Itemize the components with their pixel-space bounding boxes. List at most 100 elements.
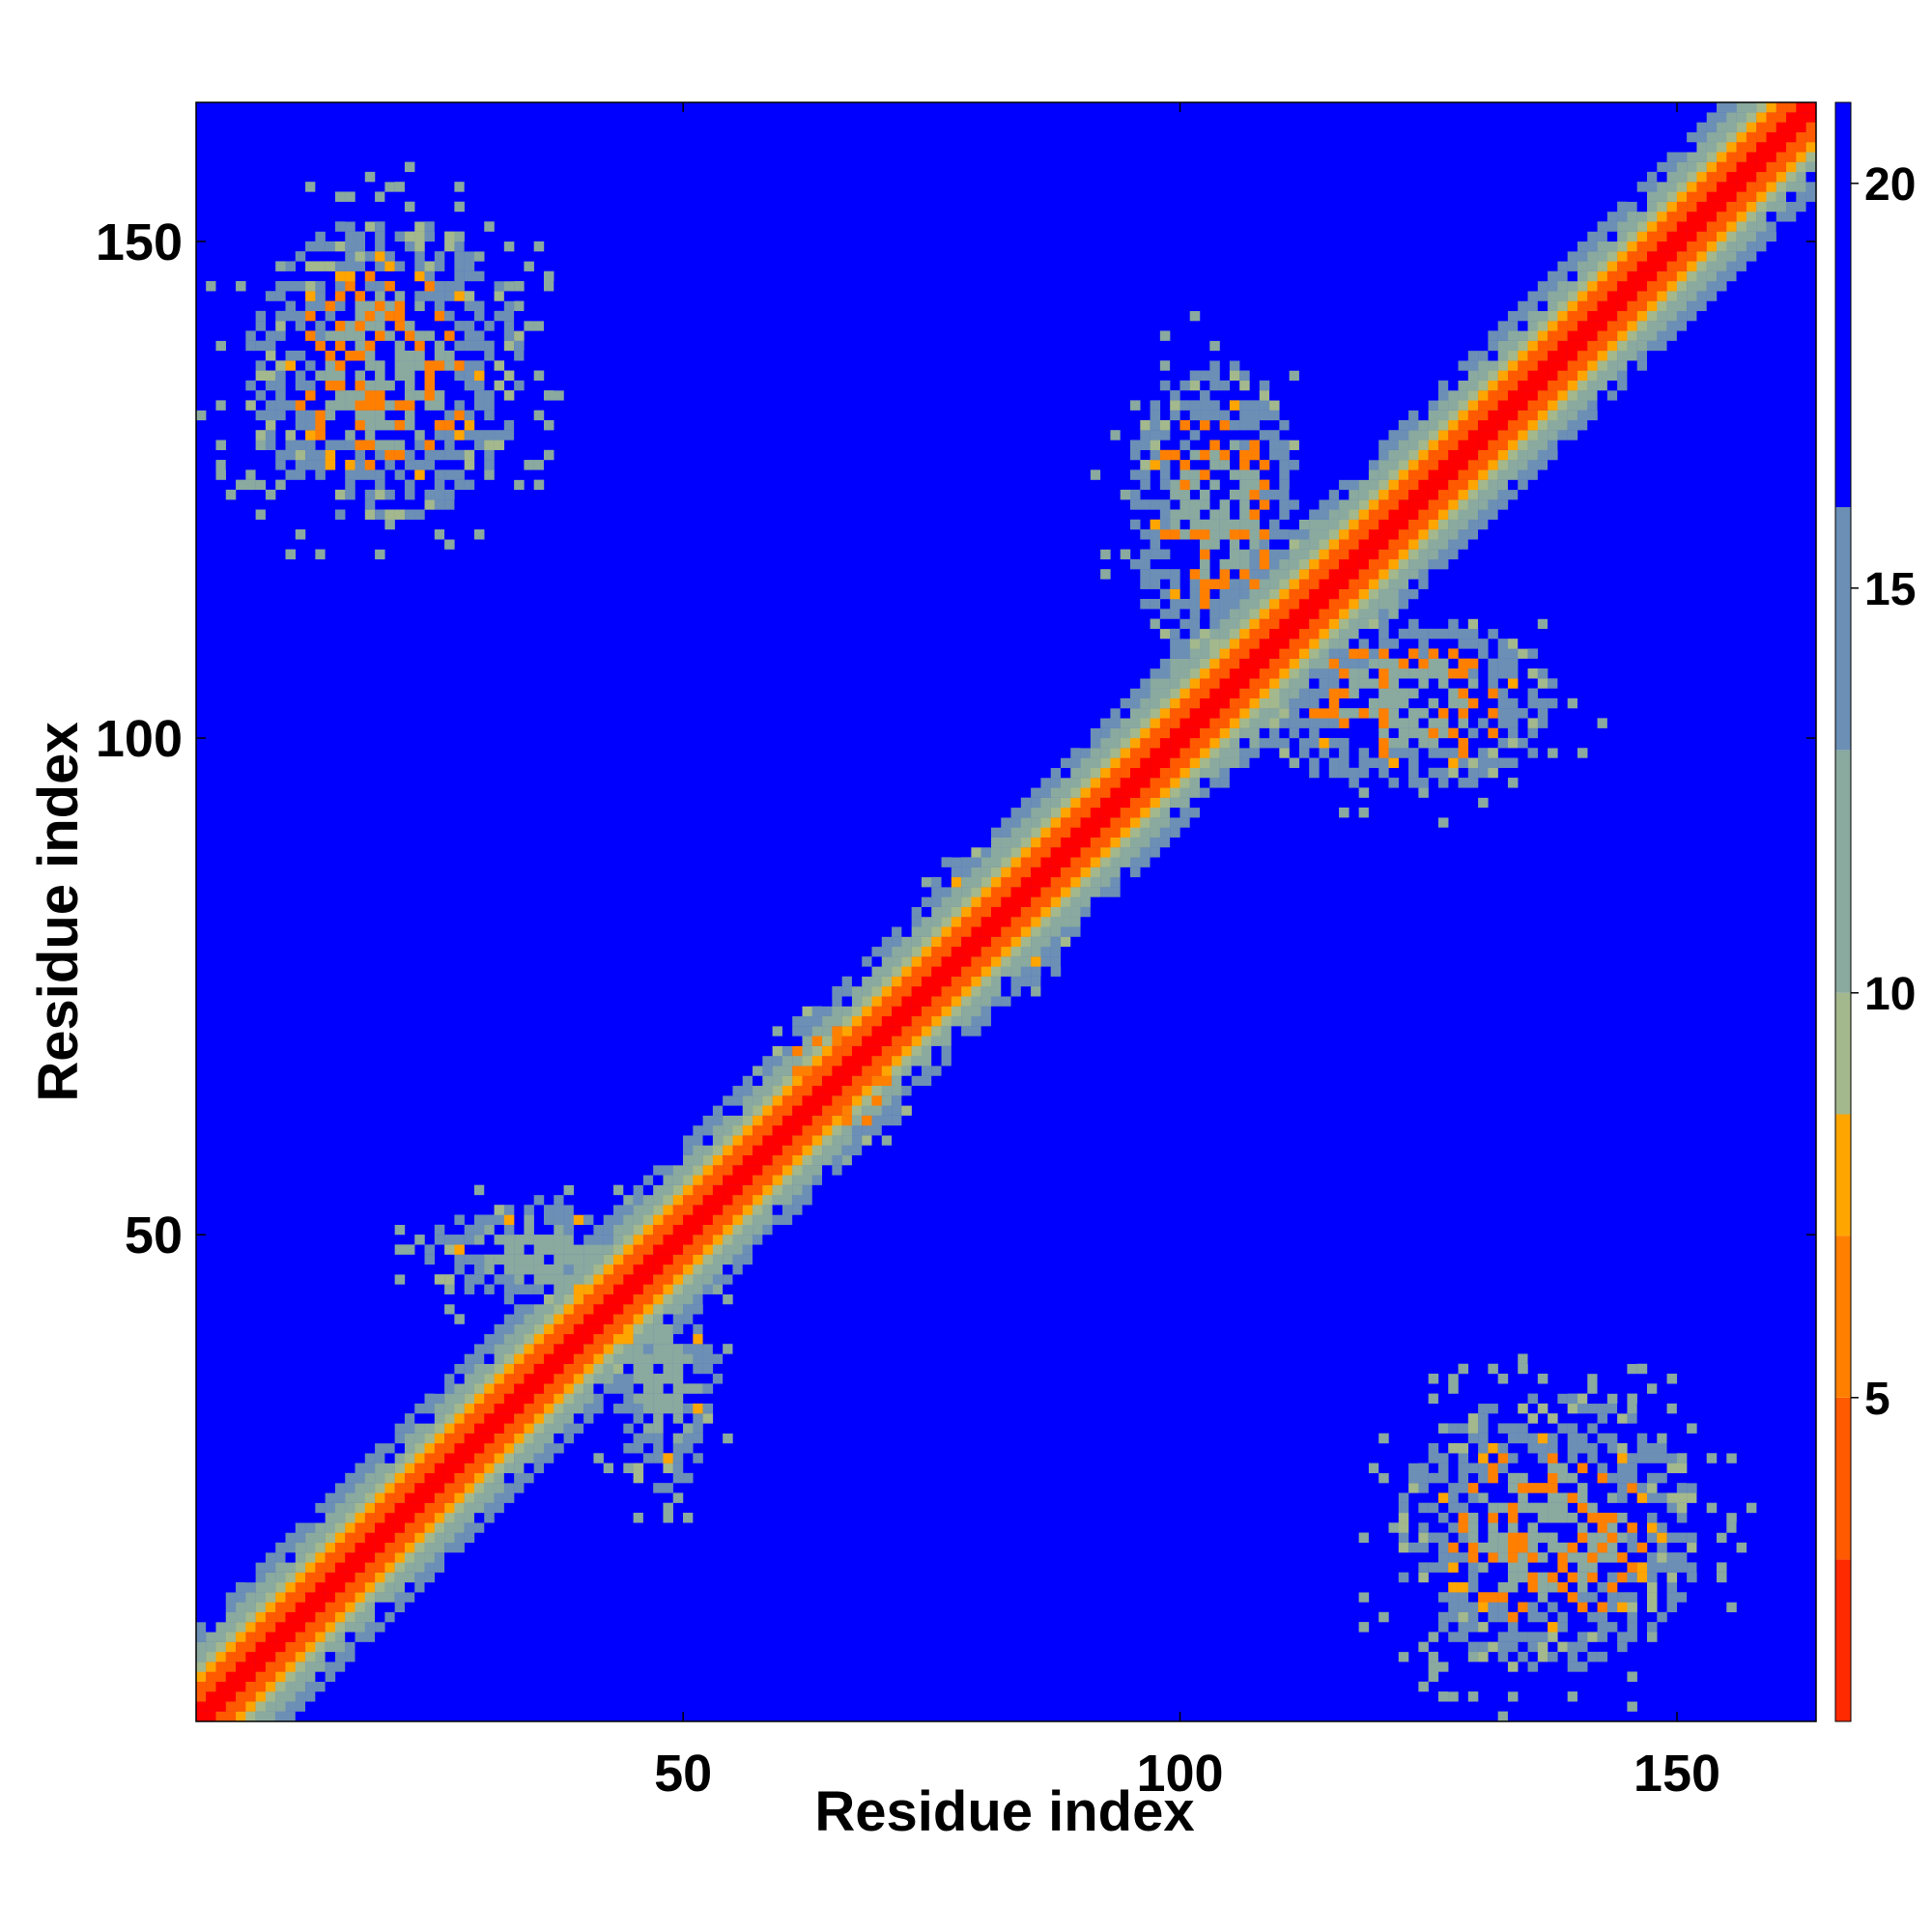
heatmap-cell bbox=[1200, 628, 1210, 639]
heatmap-cell bbox=[255, 1632, 267, 1642]
heatmap-cell bbox=[1488, 1374, 1498, 1384]
heatmap-cell bbox=[315, 1622, 326, 1633]
heatmap-cell bbox=[503, 449, 515, 461]
heatmap-cell bbox=[444, 1393, 455, 1405]
heatmap-cell bbox=[892, 1135, 902, 1146]
heatmap-cell bbox=[1557, 419, 1568, 431]
heatmap-cell bbox=[1358, 609, 1370, 619]
heatmap-cell bbox=[1010, 976, 1022, 987]
heatmap-cell bbox=[543, 1383, 554, 1394]
heatmap-cell bbox=[1378, 618, 1389, 630]
heatmap-cell bbox=[1001, 996, 1011, 1007]
heatmap-cell bbox=[364, 1611, 376, 1623]
heatmap-cell bbox=[1239, 380, 1250, 391]
heatmap-cell bbox=[1150, 400, 1161, 411]
heatmap-cell bbox=[1170, 688, 1180, 699]
heatmap-cell bbox=[1349, 460, 1359, 470]
heatmap-cell bbox=[265, 419, 276, 431]
heatmap-cell bbox=[1557, 380, 1568, 391]
heatmap-cell bbox=[1229, 748, 1240, 758]
heatmap-cell bbox=[911, 996, 923, 1007]
heatmap-cell bbox=[1140, 330, 1151, 341]
heatmap-cell bbox=[514, 1333, 525, 1345]
heatmap-cell bbox=[971, 857, 981, 867]
heatmap-cell bbox=[1060, 748, 1071, 758]
heatmap-cell bbox=[375, 469, 385, 480]
heatmap-cell bbox=[1507, 270, 1519, 282]
heatmap-cell bbox=[225, 1662, 237, 1672]
heatmap-cell bbox=[325, 330, 336, 341]
heatmap-cell bbox=[1319, 599, 1329, 610]
heatmap-cell bbox=[236, 1681, 246, 1692]
heatmap-cell bbox=[653, 1423, 664, 1434]
heatmap-cell bbox=[1378, 727, 1389, 739]
heatmap-cell bbox=[1229, 778, 1240, 788]
heatmap-cell bbox=[1467, 1532, 1479, 1544]
heatmap-cell bbox=[255, 1611, 267, 1623]
heatmap-cell bbox=[1269, 430, 1280, 440]
heatmap-cell bbox=[1159, 748, 1171, 758]
heatmap-cell bbox=[1478, 1592, 1489, 1603]
heatmap-cell bbox=[524, 1423, 534, 1434]
heatmap-cell bbox=[1478, 1433, 1489, 1444]
heatmap-cell bbox=[514, 1463, 525, 1474]
heatmap-cell bbox=[1518, 400, 1528, 411]
heatmap-cell bbox=[454, 251, 465, 262]
heatmap-cell bbox=[195, 400, 207, 411]
heatmap-cell bbox=[683, 1224, 694, 1236]
heatmap-cell bbox=[543, 1175, 554, 1185]
heatmap-cell bbox=[1279, 668, 1290, 679]
heatmap-cell bbox=[464, 221, 475, 232]
heatmap-cell bbox=[473, 1502, 485, 1514]
heatmap-cell bbox=[1140, 718, 1151, 728]
heatmap-cell bbox=[1408, 440, 1419, 450]
heatmap-cell bbox=[822, 1036, 833, 1046]
heatmap-cell bbox=[862, 1075, 872, 1087]
heatmap-cell bbox=[1467, 757, 1479, 769]
heatmap-cell bbox=[1448, 648, 1459, 659]
heatmap-cell bbox=[434, 1423, 445, 1434]
heatmap-cell bbox=[841, 1075, 853, 1087]
heatmap-cell bbox=[503, 1403, 515, 1414]
heatmap-cell bbox=[325, 300, 336, 312]
heatmap-cell bbox=[1428, 648, 1439, 659]
heatmap-cell bbox=[732, 1175, 743, 1185]
heatmap-cell bbox=[345, 400, 355, 411]
heatmap-cell bbox=[1298, 519, 1310, 530]
heatmap-cell bbox=[434, 1532, 445, 1544]
heatmap-cell bbox=[384, 419, 395, 431]
heatmap-cell bbox=[1557, 410, 1568, 421]
heatmap-cell bbox=[712, 1065, 724, 1076]
heatmap-cell bbox=[355, 1472, 365, 1484]
heatmap-cell bbox=[355, 291, 365, 301]
heatmap-cell bbox=[693, 1165, 703, 1176]
heatmap-cell bbox=[334, 400, 346, 411]
heatmap-cell bbox=[394, 161, 406, 173]
heatmap-cell bbox=[524, 1344, 534, 1354]
heatmap-cell bbox=[881, 936, 893, 948]
heatmap-cell bbox=[1339, 787, 1350, 798]
heatmap-cell bbox=[364, 310, 376, 322]
heatmap-cell bbox=[753, 1194, 763, 1206]
heatmap-cell bbox=[1189, 737, 1201, 749]
heatmap-cell bbox=[781, 1055, 793, 1066]
heatmap-cell bbox=[653, 1224, 664, 1236]
heatmap-cell bbox=[921, 857, 932, 867]
heatmap-cell bbox=[1040, 787, 1051, 798]
heatmap-cell bbox=[781, 1145, 793, 1156]
heatmap-cell bbox=[1358, 618, 1370, 630]
heatmap-cell bbox=[484, 1383, 495, 1394]
heatmap-cell bbox=[364, 1602, 376, 1612]
heatmap-cell bbox=[1010, 867, 1022, 878]
heatmap-cell bbox=[1239, 460, 1250, 470]
heatmap-cell bbox=[1200, 668, 1210, 679]
heatmap-cell bbox=[1298, 628, 1310, 639]
heatmap-cell bbox=[1358, 787, 1370, 798]
heatmap-cell bbox=[1239, 787, 1250, 798]
heatmap-cell bbox=[1448, 1423, 1459, 1434]
heatmap-cell bbox=[583, 1214, 594, 1225]
heatmap-cell bbox=[1328, 807, 1340, 818]
heatmap-cell bbox=[1229, 529, 1240, 540]
heatmap-cell bbox=[1279, 658, 1290, 669]
heatmap-cell bbox=[1398, 1532, 1409, 1544]
